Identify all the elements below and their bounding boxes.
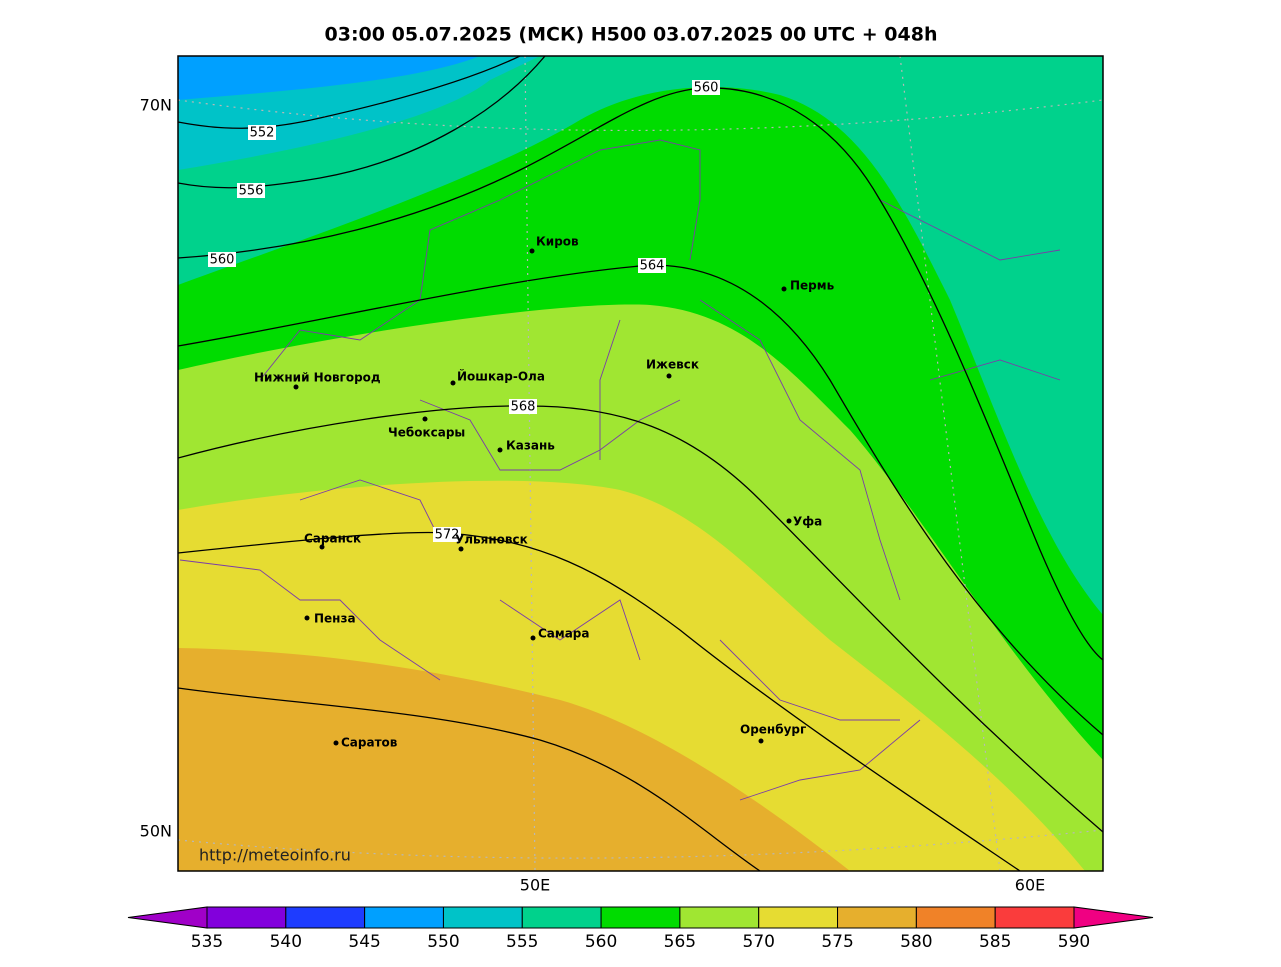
contour-labels: 560 552 556 560 564 568 572 <box>208 80 720 543</box>
colorbar-segment <box>600 906 681 929</box>
city-label: Киров <box>536 235 579 249</box>
city-label: Казань <box>506 439 555 453</box>
contour-line <box>178 531 1021 871</box>
source-url: http://meteoinfo.ru <box>199 846 351 865</box>
colorbar-over <box>1073 906 1154 929</box>
contour-line <box>178 405 1103 833</box>
city-label: Уфа <box>793 515 822 529</box>
region-borders <box>179 139 1061 801</box>
city-label: Ижевск <box>646 358 699 372</box>
city-label: Самара <box>538 627 590 641</box>
graticule <box>178 56 1103 871</box>
colorbar-segment <box>206 906 287 929</box>
city-label: Йошкар-Ола <box>457 369 545 384</box>
contour-line <box>178 264 1103 736</box>
lon-label: 60E <box>1015 876 1045 895</box>
colorbar-label: 565 <box>664 932 696 952</box>
colorbar-label: 545 <box>348 932 380 952</box>
colorbar-segment <box>758 906 839 929</box>
colorbar-label: 540 <box>270 932 302 952</box>
lat-label: 70N <box>140 96 172 115</box>
lat-label: 50N <box>140 822 172 841</box>
band-560 <box>178 56 1103 760</box>
title: 03:00 05.07.2025 (МСК) H500 03.07.2025 0… <box>325 24 938 46</box>
city-label: Нижний Новгород <box>254 371 381 385</box>
band-545 <box>178 56 480 100</box>
city-label: Оренбург <box>740 723 806 737</box>
contour-line <box>178 56 546 189</box>
colorbar-segment <box>442 906 523 929</box>
colorbar-segment <box>915 906 996 929</box>
colorbar-under <box>127 906 208 929</box>
lon-label: 50E <box>520 876 550 895</box>
colorbar-label: 555 <box>506 932 538 952</box>
city-label: Чебоксары <box>388 426 465 440</box>
colorbar-label: 575 <box>821 932 853 952</box>
map-frame <box>177 55 1104 872</box>
colorbar-label: 580 <box>900 932 932 952</box>
colorbar-segment <box>679 906 760 929</box>
cities: Киров Пермь Нижний Новгород Йошкар-Ола И… <box>254 235 835 750</box>
contour-line <box>178 687 761 871</box>
contour-label: 560 <box>210 253 235 268</box>
city-label: Саратов <box>341 736 398 750</box>
colorbar-segment <box>994 906 1075 929</box>
contour-line <box>178 56 521 129</box>
contour-label: 572 <box>435 528 460 543</box>
map-area: 560 552 556 560 564 568 572 Киров Пермь … <box>178 56 1103 871</box>
colorbar-segment <box>837 906 917 929</box>
contour-label: 560 <box>694 81 719 96</box>
colorbar-segment <box>285 906 366 929</box>
city-label: Саранск <box>304 532 361 546</box>
contour-label: 552 <box>250 126 275 141</box>
colorbar-label: 535 <box>191 932 223 952</box>
colorbar-label: 585 <box>979 932 1011 952</box>
colorbar-segment <box>521 906 602 929</box>
contour-label: 564 <box>640 259 665 274</box>
band-555 <box>178 56 1103 615</box>
city-label: Пермь <box>790 279 835 293</box>
contour-label: 556 <box>239 184 264 199</box>
city-label: Пенза <box>314 612 356 626</box>
colorbar-label: 590 <box>1058 932 1090 952</box>
contour-label: 568 <box>511 400 536 415</box>
city-label: Ульяновск <box>455 533 528 547</box>
colorbar-label: 570 <box>743 932 775 952</box>
colorbar: 535 540 545 550 555 560 565 570 575 580 585 590 <box>127 906 1154 952</box>
colorbar-label: 550 <box>427 932 459 952</box>
contour-line <box>178 87 1103 661</box>
colorbar-label: 560 <box>585 932 617 952</box>
colorbar-segment <box>364 906 444 929</box>
